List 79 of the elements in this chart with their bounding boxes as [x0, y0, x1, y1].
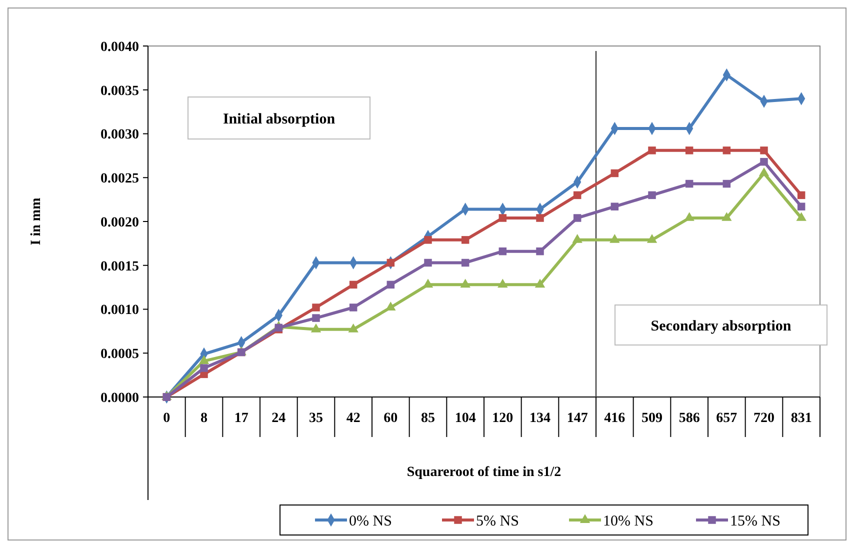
y-tick-label: 0.0020 — [100, 215, 139, 230]
point — [386, 258, 395, 267]
x-tick-label: 85 — [421, 411, 435, 426]
y-tick-label: 0.0010 — [100, 303, 139, 318]
point — [312, 304, 320, 312]
y-tick-label: 0.0015 — [100, 259, 139, 274]
point — [646, 234, 658, 243]
point — [610, 169, 619, 178]
point — [460, 278, 470, 288]
point — [461, 258, 470, 267]
annotation: Secondary absorption — [650, 318, 792, 334]
x-tick-label: 657 — [716, 411, 738, 426]
legend-label: 10% NS — [603, 513, 654, 530]
point — [498, 247, 507, 256]
point — [424, 236, 432, 244]
point — [760, 158, 768, 166]
point — [536, 214, 544, 222]
point — [198, 355, 210, 364]
x-tick-label: 831 — [790, 411, 812, 426]
y-tick-label: 0.0040 — [100, 40, 139, 55]
x-tick-label: 586 — [678, 411, 700, 426]
point — [349, 280, 358, 289]
point — [422, 278, 434, 288]
x-tick-label: 416 — [604, 411, 626, 426]
x-tick-label: 120 — [492, 411, 514, 426]
point — [534, 278, 546, 288]
x-tick-label: 24 — [272, 411, 286, 426]
point — [386, 302, 396, 310]
point — [349, 304, 358, 312]
annotation: Initial absorption — [222, 111, 336, 128]
x-tick-label: 42 — [346, 411, 360, 426]
point — [685, 180, 694, 188]
point — [648, 146, 656, 154]
point — [758, 167, 770, 176]
x-tick-label: 147 — [566, 411, 588, 426]
point — [536, 247, 544, 256]
point — [722, 180, 731, 188]
legend-label: 0% NS — [349, 513, 392, 530]
point — [610, 234, 620, 243]
point — [200, 364, 208, 372]
point — [572, 234, 582, 243]
x-axis-title: Squareroot of time in s1/2 — [406, 465, 562, 480]
point — [461, 236, 470, 244]
y-tick-label: 0.0005 — [100, 347, 139, 362]
point — [797, 191, 806, 200]
point — [796, 212, 806, 221]
point — [348, 324, 358, 332]
y-tick-label: 0.0035 — [100, 84, 139, 99]
point — [684, 212, 694, 221]
x-tick-label: 35 — [309, 411, 323, 426]
point — [722, 146, 731, 154]
legend-label: 15% NS — [730, 513, 780, 530]
x-tick-label: 509 — [642, 411, 662, 426]
point — [685, 146, 694, 154]
point — [386, 280, 395, 289]
x-tick-label: 0 — [163, 411, 170, 426]
point — [498, 214, 507, 222]
point — [310, 324, 322, 332]
y-tick-label: 0.0000 — [100, 390, 139, 406]
y-tick-label: 0.0025 — [100, 172, 139, 187]
point — [573, 214, 582, 222]
x-tick-label: 17 — [234, 411, 248, 426]
point — [797, 202, 806, 210]
point — [312, 314, 320, 322]
point — [424, 258, 432, 267]
x-tick-label: 104 — [454, 411, 476, 426]
y-axis-title: I in mm — [29, 197, 44, 246]
legend-label: 5% NS — [476, 513, 519, 530]
point — [573, 191, 582, 200]
point — [648, 191, 656, 200]
point — [610, 202, 619, 210]
point — [760, 146, 768, 154]
x-tick-label: 720 — [754, 411, 774, 426]
x-tick-label: 134 — [530, 411, 550, 426]
x-tick-label: 8 — [200, 411, 208, 426]
y-tick-label: 0.0030 — [100, 128, 139, 143]
point — [722, 212, 732, 221]
point — [498, 278, 508, 288]
x-tick-label: 60 — [384, 411, 398, 426]
